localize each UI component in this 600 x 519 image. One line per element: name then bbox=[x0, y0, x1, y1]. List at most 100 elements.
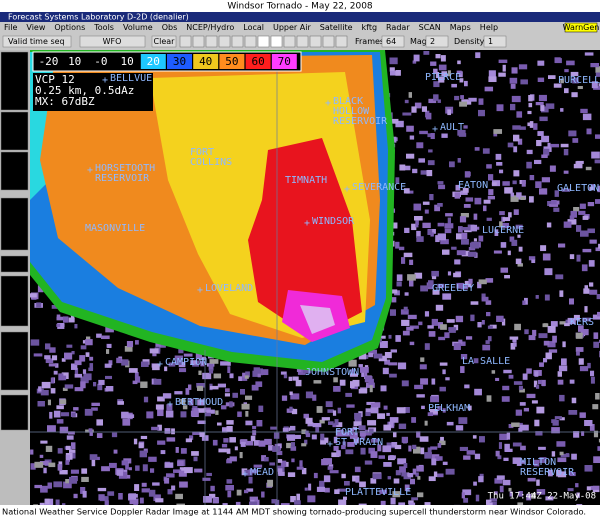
clear-button[interactable] bbox=[151, 35, 177, 48]
warngen-label: WarnGen bbox=[563, 23, 600, 32]
speckle bbox=[80, 381, 86, 389]
echo-red bbox=[248, 138, 362, 338]
speckle bbox=[105, 386, 114, 392]
speckle bbox=[444, 228, 452, 234]
menu-item[interactable]: Maps bbox=[450, 23, 471, 32]
tool-icon[interactable] bbox=[192, 35, 205, 48]
tool-icon[interactable] bbox=[179, 35, 192, 48]
thumbnail[interactable] bbox=[0, 275, 29, 327]
speckle bbox=[57, 448, 63, 454]
speckle bbox=[586, 486, 591, 491]
thumbnail[interactable] bbox=[0, 151, 29, 191]
speckle bbox=[398, 423, 407, 430]
thumbnail[interactable] bbox=[0, 111, 29, 151]
speckle bbox=[518, 385, 523, 391]
speckle bbox=[345, 449, 354, 455]
speckle bbox=[241, 377, 248, 381]
tool-icon[interactable] bbox=[283, 35, 296, 48]
thumbnail[interactable] bbox=[0, 197, 29, 251]
tool-icon[interactable] bbox=[218, 35, 231, 48]
speckle bbox=[353, 421, 362, 427]
speckle bbox=[587, 228, 595, 234]
speckle bbox=[257, 373, 261, 378]
speckle bbox=[498, 59, 508, 64]
tool-icon[interactable] bbox=[296, 35, 309, 48]
menu-item[interactable]: Tools bbox=[93, 23, 114, 32]
speckle bbox=[485, 340, 490, 344]
speckle bbox=[30, 339, 40, 346]
menu-item[interactable]: Radar bbox=[386, 23, 410, 32]
speckle bbox=[487, 325, 493, 329]
tool-icon[interactable] bbox=[335, 35, 348, 48]
speckle bbox=[68, 317, 75, 323]
time-mode-dropdown[interactable] bbox=[2, 35, 72, 48]
speckle bbox=[328, 421, 334, 425]
scale-dropdown[interactable] bbox=[79, 35, 146, 48]
thumbnail[interactable] bbox=[0, 331, 29, 391]
speckle bbox=[445, 213, 453, 217]
mag-dropdown[interactable] bbox=[425, 35, 449, 48]
speckle bbox=[470, 224, 478, 232]
speckle bbox=[323, 475, 331, 483]
tool-icon[interactable] bbox=[322, 35, 335, 48]
tool-icon[interactable] bbox=[205, 35, 218, 48]
tool-icon[interactable] bbox=[309, 35, 322, 48]
menu-bar bbox=[0, 22, 600, 33]
speckle bbox=[567, 488, 574, 492]
speckle bbox=[493, 250, 502, 254]
speckle bbox=[426, 170, 433, 177]
speckle bbox=[315, 426, 320, 433]
frames-dropdown[interactable] bbox=[381, 35, 405, 48]
scale-label: 60 bbox=[251, 55, 264, 68]
place-marker: + bbox=[87, 165, 93, 176]
speckle bbox=[519, 424, 529, 431]
speckle bbox=[60, 412, 70, 417]
menu-item[interactable]: Upper Air bbox=[273, 23, 311, 32]
speckle bbox=[594, 159, 600, 164]
speckle bbox=[196, 383, 205, 388]
scale-swatch bbox=[193, 54, 219, 69]
speckle bbox=[341, 445, 346, 450]
menu-item[interactable]: kftg bbox=[362, 23, 378, 32]
speckle bbox=[504, 275, 510, 279]
menu-item[interactable]: Help bbox=[480, 23, 498, 32]
speckle bbox=[116, 357, 122, 364]
menu-item[interactable]: File bbox=[4, 23, 17, 32]
speckle bbox=[414, 102, 422, 109]
speckle bbox=[413, 446, 421, 454]
speckle bbox=[183, 353, 193, 357]
speckle bbox=[547, 142, 551, 148]
menu-item[interactable]: View bbox=[26, 23, 45, 32]
tool-icon[interactable] bbox=[270, 35, 283, 48]
menu-item[interactable]: Obs bbox=[162, 23, 178, 32]
menu-item[interactable]: Volume bbox=[123, 23, 153, 32]
density-dropdown[interactable] bbox=[483, 35, 507, 48]
speckle bbox=[395, 470, 401, 476]
tool-icon[interactable] bbox=[257, 35, 270, 48]
warngen-button[interactable] bbox=[564, 22, 598, 33]
speckle bbox=[478, 235, 484, 242]
menu-item[interactable]: SCAN bbox=[419, 23, 441, 32]
speckle bbox=[473, 238, 477, 242]
speckle bbox=[185, 438, 193, 443]
info-line: 0.25 km, 0.5dAz bbox=[35, 84, 134, 97]
thumbnail[interactable] bbox=[0, 255, 29, 273]
speckle bbox=[517, 138, 523, 145]
speckle bbox=[557, 471, 567, 478]
speckle bbox=[478, 109, 485, 117]
thumbnail[interactable] bbox=[0, 51, 29, 111]
tool-icon[interactable] bbox=[231, 35, 244, 48]
thumbnail[interactable] bbox=[0, 394, 29, 431]
speckle bbox=[235, 501, 241, 505]
speckle bbox=[571, 453, 577, 460]
tool-icon[interactable] bbox=[244, 35, 257, 48]
speckle bbox=[460, 354, 468, 360]
menu-item[interactable]: Options bbox=[54, 23, 85, 32]
speckle bbox=[506, 432, 511, 440]
place-label: BLACK bbox=[333, 96, 363, 107]
menu-item[interactable]: Local bbox=[243, 23, 264, 32]
speckle bbox=[430, 396, 440, 403]
menu-item[interactable]: Satellite bbox=[320, 23, 353, 32]
menu-item[interactable]: NCEP/Hydro bbox=[186, 23, 234, 32]
speckle bbox=[416, 230, 421, 238]
